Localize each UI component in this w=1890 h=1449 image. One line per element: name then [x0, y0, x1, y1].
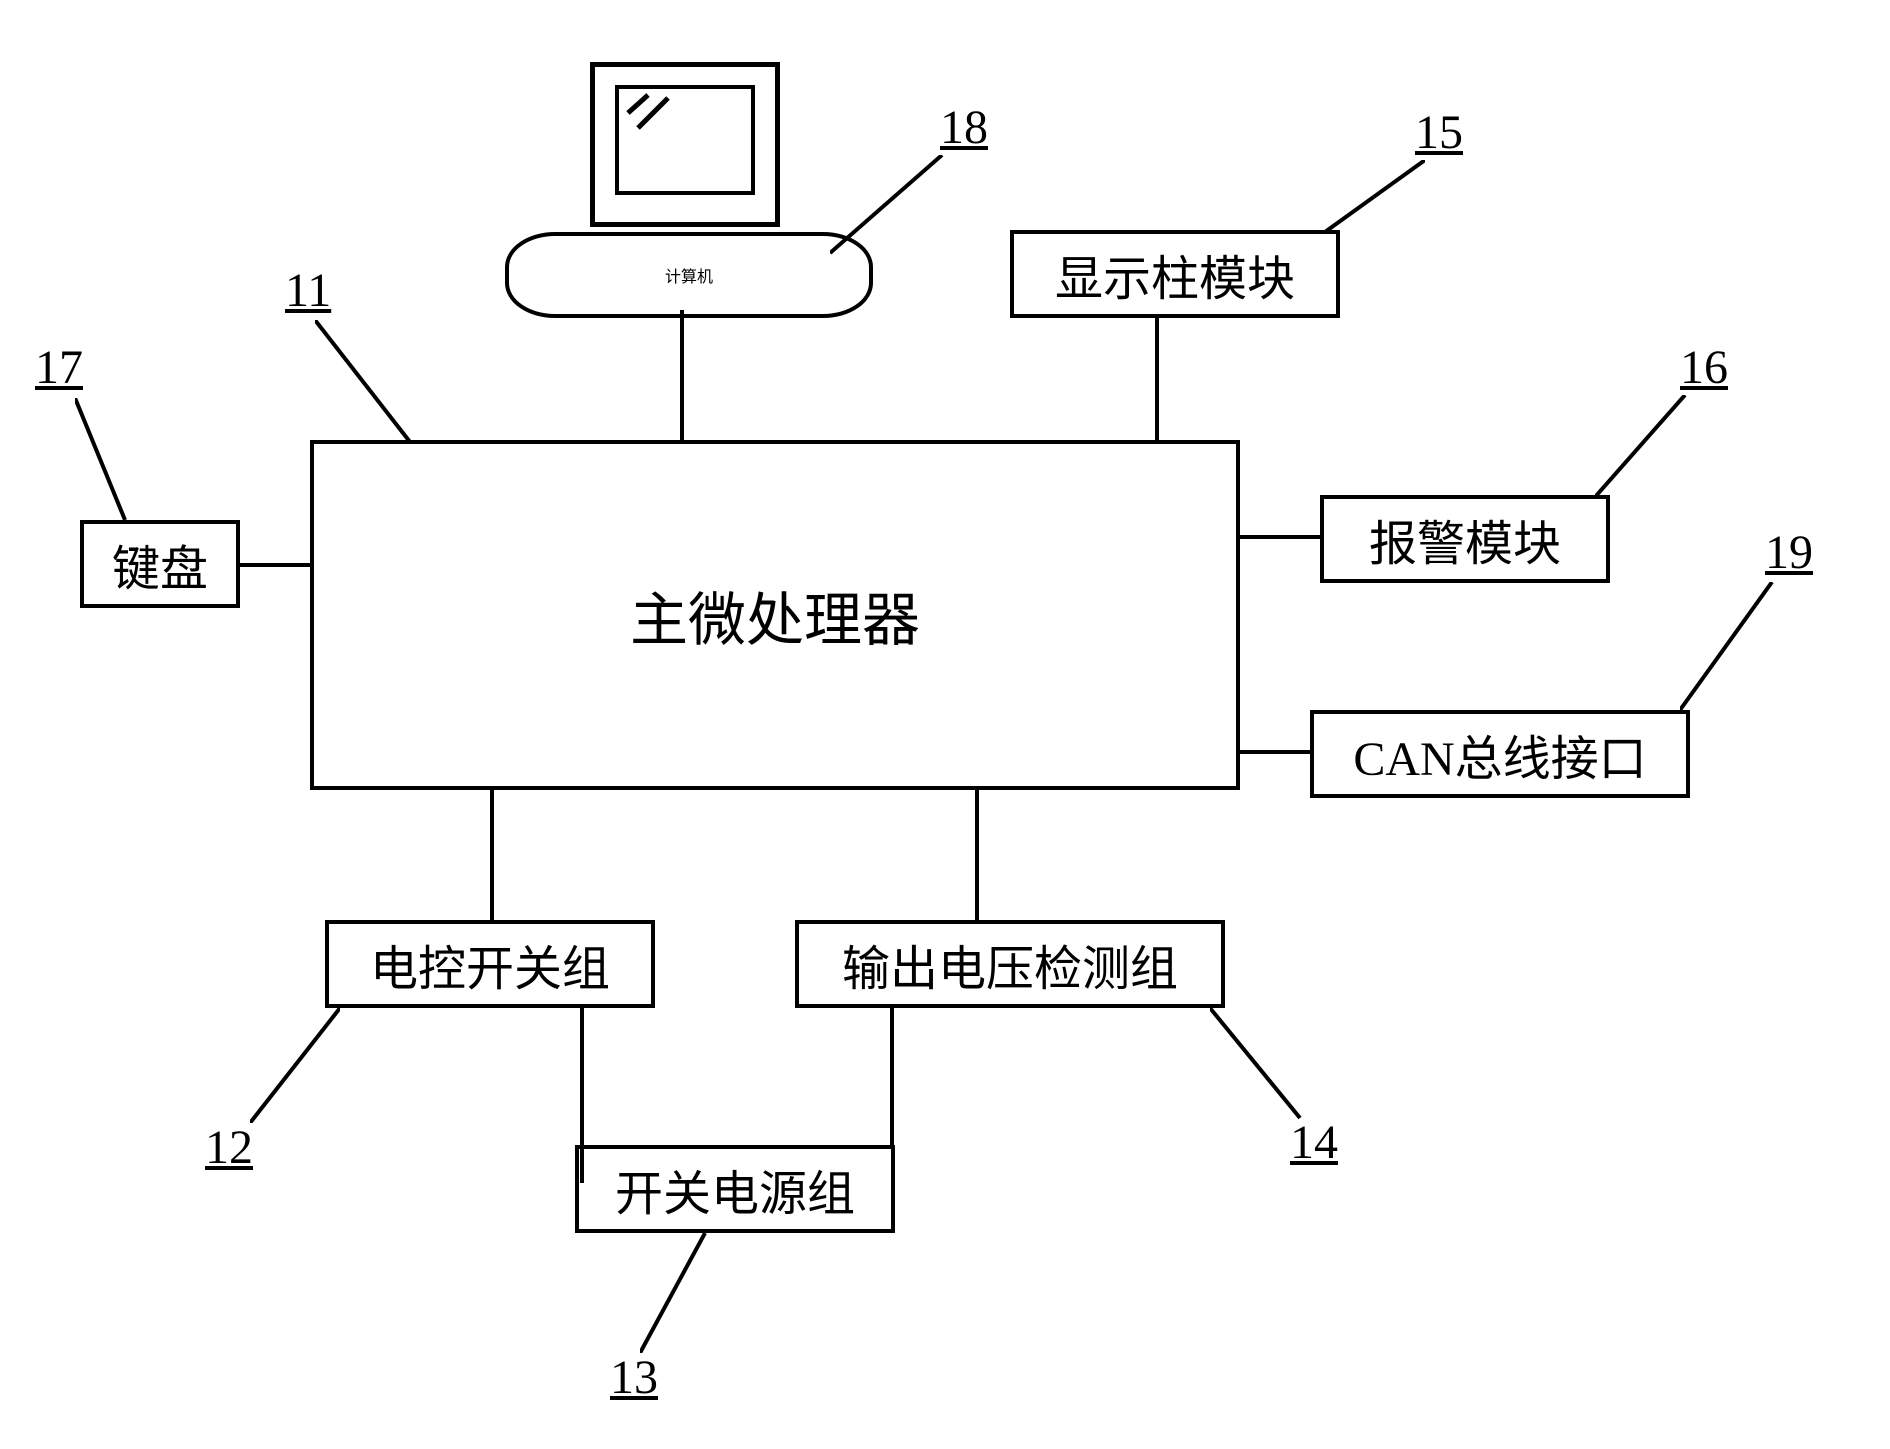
line-switch-power-v: [580, 1008, 584, 1183]
computer-box: 计算机: [505, 232, 873, 318]
leader-18: [830, 155, 945, 255]
keyboard-label: 键盘: [112, 529, 208, 599]
power-switch-label: 开关电源组: [615, 1154, 855, 1224]
leader-16: [1595, 395, 1690, 500]
leader-14: [1210, 1008, 1305, 1123]
ref-11: 11: [285, 263, 331, 318]
leader-15: [1325, 160, 1425, 235]
ref-16: 16: [1680, 340, 1728, 395]
line-keyboard-main: [240, 563, 310, 567]
line-main-output: [975, 790, 979, 920]
line-can-main: [1240, 750, 1310, 754]
alarm-module-box: 报警模块: [1320, 495, 1610, 583]
alarm-module-label: 报警模块: [1369, 504, 1561, 574]
ref-18: 18: [940, 100, 988, 155]
main-processor-label: 主微处理器: [630, 573, 920, 657]
switch-group-label: 电控开关组: [370, 929, 610, 999]
line-main-switch: [490, 790, 494, 920]
line-output-power-v: [890, 1008, 894, 1148]
output-voltage-label: 输出电压检测组: [842, 929, 1178, 999]
display-module-box: 显示柱模块: [1010, 230, 1340, 318]
leader-12: [250, 1008, 340, 1123]
main-processor-box: 主微处理器: [310, 440, 1240, 790]
leader-17: [75, 398, 130, 523]
line-alarm-main: [1240, 535, 1320, 539]
ref-13: 13: [610, 1350, 658, 1405]
block-diagram: 计算机 主微处理器 键盘 显示柱模块 报警模块 CAN总线接口 电控开关组 输出…: [20, 20, 1890, 1429]
switch-group-box: 电控开关组: [325, 920, 655, 1008]
power-switch-box: 开关电源组: [575, 1145, 895, 1233]
computer-label: 计算机: [665, 263, 713, 287]
can-bus-box: CAN总线接口: [1310, 710, 1690, 798]
line-computer-main: [680, 310, 684, 440]
ref-19: 19: [1765, 525, 1813, 580]
ref-12: 12: [205, 1120, 253, 1175]
ref-14: 14: [1290, 1115, 1338, 1170]
computer-monitor-icon: [590, 62, 780, 227]
line-display-main: [1155, 318, 1159, 440]
keyboard-box: 键盘: [80, 520, 240, 608]
ref-15: 15: [1415, 105, 1463, 160]
ref-17: 17: [35, 340, 83, 395]
leader-11: [315, 320, 415, 445]
output-voltage-box: 输出电压检测组: [795, 920, 1225, 1008]
can-bus-label: CAN总线接口: [1353, 719, 1646, 789]
leader-13: [640, 1233, 710, 1353]
display-module-label: 显示柱模块: [1055, 239, 1295, 309]
leader-19: [1680, 582, 1775, 712]
